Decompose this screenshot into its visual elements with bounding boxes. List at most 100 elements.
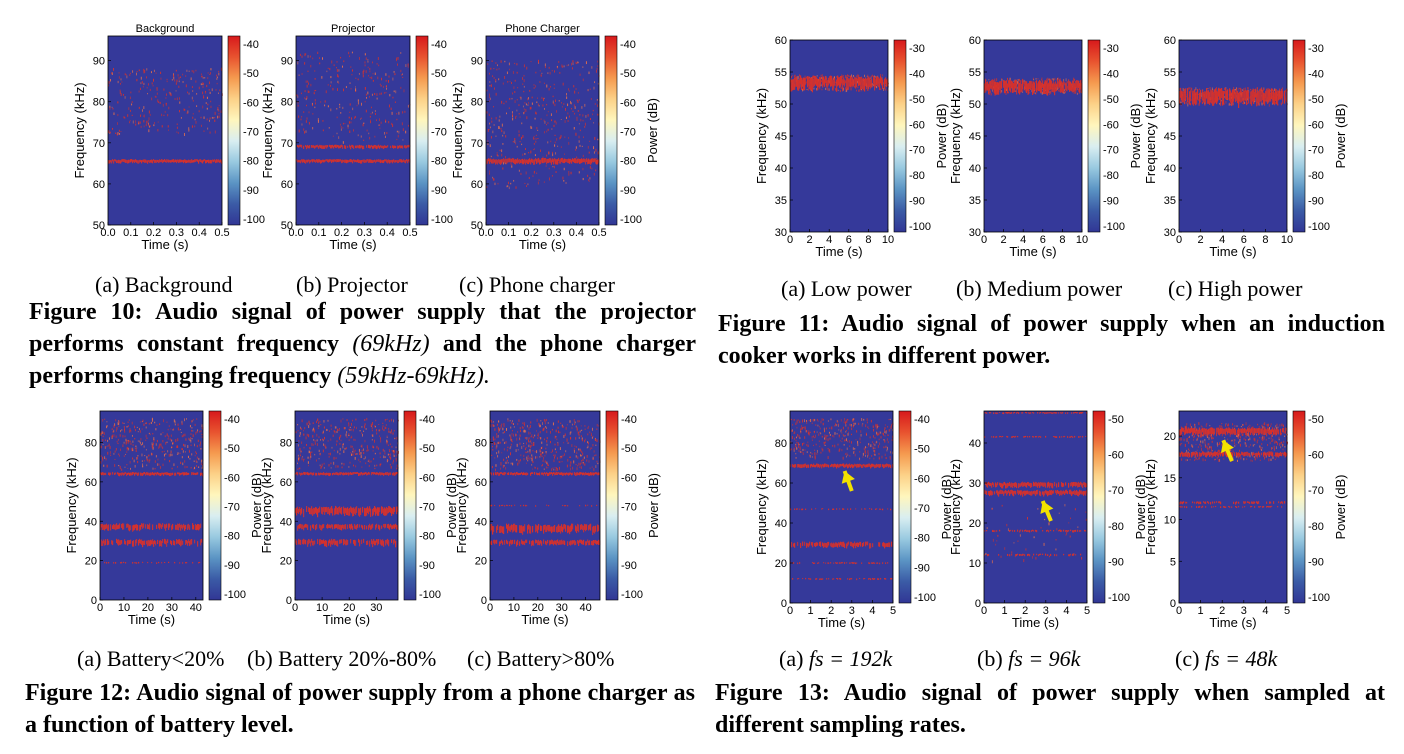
band-segment (1229, 88, 1231, 101)
speckle (506, 459, 508, 462)
band-segment (555, 159, 557, 165)
band-segment (344, 539, 346, 545)
band-segment (802, 79, 804, 88)
speckle (797, 75, 799, 79)
band-segment (384, 473, 386, 475)
speckle (351, 445, 353, 448)
band-segment (353, 507, 355, 516)
y-tick-label: 80 (280, 438, 292, 450)
speckle (1027, 90, 1029, 92)
speckle (594, 102, 596, 106)
speckle (1270, 90, 1272, 92)
speckle (400, 69, 402, 73)
speckle (111, 435, 113, 438)
band-segment (597, 159, 599, 165)
band-segment (596, 159, 598, 165)
speckle (565, 426, 567, 430)
speckle (350, 452, 352, 454)
band-segment (135, 472, 137, 475)
speckle (113, 425, 115, 428)
band-segment (189, 540, 191, 546)
speckle (190, 420, 192, 423)
band-segment (369, 506, 371, 512)
band-segment (295, 538, 297, 544)
band-segment (537, 158, 539, 163)
speckle (546, 130, 548, 133)
speckle (163, 450, 165, 453)
frequency-band (984, 79, 1083, 96)
speckle (147, 120, 149, 122)
speckle (580, 425, 582, 427)
speckle (371, 424, 373, 427)
band-segment (330, 540, 332, 547)
band-segment (795, 76, 797, 87)
band-segment (160, 540, 162, 547)
band-segment (362, 473, 364, 476)
speckle (364, 64, 366, 67)
speckle (191, 70, 193, 73)
speckle (395, 446, 397, 449)
band-segment (1044, 82, 1046, 94)
band-segment (350, 472, 352, 475)
band-segment (533, 540, 535, 546)
band-segment (354, 539, 356, 546)
band-segment (383, 523, 385, 528)
band-segment (1263, 92, 1265, 105)
band-segment (335, 144, 337, 148)
band-segment (171, 472, 173, 476)
speckle (176, 445, 178, 449)
colorbar (1087, 39, 1101, 233)
band-segment (138, 561, 140, 564)
y-tick-label: 40 (475, 516, 487, 528)
speckle (146, 458, 148, 461)
speckle (811, 89, 813, 93)
band-segment (796, 76, 798, 87)
speckle (180, 461, 182, 465)
speckle (314, 106, 316, 109)
band-segment (1053, 83, 1055, 93)
band-segment (188, 523, 190, 529)
band-segment (550, 158, 552, 163)
speckle (385, 91, 387, 94)
speckle (535, 112, 537, 115)
speckle (196, 456, 198, 459)
speckle (120, 468, 122, 470)
band-segment (162, 539, 164, 544)
band-segment (140, 539, 142, 544)
speckle (339, 437, 341, 440)
band-segment (307, 472, 309, 475)
band-segment (547, 472, 549, 477)
band-segment (579, 539, 581, 543)
speckle (343, 88, 345, 92)
band-segment (314, 508, 316, 515)
speckle (179, 101, 181, 104)
speckle (109, 131, 111, 134)
speckle (220, 110, 222, 113)
band-segment (577, 472, 579, 476)
speckle (117, 101, 119, 104)
speckle (392, 96, 394, 99)
speckle (1056, 78, 1058, 80)
speckle (530, 421, 532, 424)
band-segment (141, 523, 143, 527)
band-segment (324, 145, 326, 149)
band-segment (391, 525, 393, 530)
speckle (511, 97, 513, 100)
speckle (362, 448, 364, 451)
speckle (527, 457, 529, 460)
band-segment (579, 505, 581, 507)
speckle (379, 452, 381, 455)
band-segment (569, 472, 571, 476)
band-segment (340, 507, 342, 514)
band-segment (393, 539, 395, 545)
band-segment (315, 507, 317, 513)
speckle (337, 450, 339, 454)
speckle (849, 75, 851, 78)
speckle (571, 427, 573, 429)
band-segment (158, 561, 160, 564)
band-segment (305, 523, 307, 528)
band-segment (122, 159, 124, 162)
band-segment (535, 524, 537, 533)
speckle (336, 88, 338, 91)
speckle (583, 136, 585, 138)
